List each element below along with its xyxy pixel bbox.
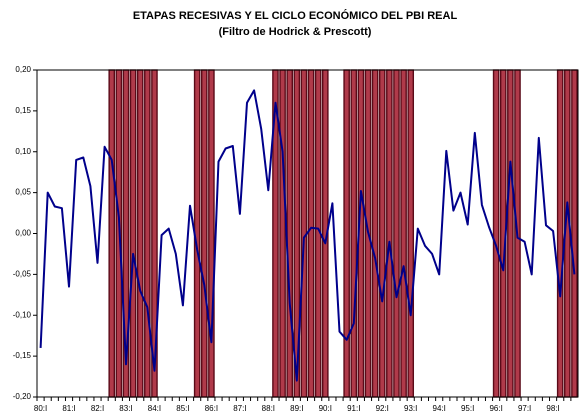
y-tick-label: 0,20 [15, 65, 31, 74]
x-tick-label: 95:I [461, 404, 474, 413]
x-tick-label: 93:I [404, 404, 417, 413]
y-tick-label: 0,10 [15, 147, 31, 156]
y-tick-label: -0,20 [13, 392, 32, 401]
recession-bar [393, 69, 400, 398]
chart-subtitle: (Filtro de Hodrick & Prescott) [219, 26, 372, 38]
recession-bar [507, 69, 514, 398]
recession-bar [492, 69, 500, 398]
x-tick-label: 92:I [376, 404, 389, 413]
recession-bar [279, 69, 286, 398]
x-tick-label: 88:I [262, 404, 275, 413]
recession-bar [307, 69, 315, 398]
x-tick-label: 85:I [176, 404, 189, 413]
recession-bar [400, 69, 407, 398]
x-tick-label: 98:I [546, 404, 559, 413]
y-tick-label: 0,05 [15, 188, 31, 197]
x-tick-label: 84:I [148, 404, 161, 413]
recession-bar [350, 69, 358, 398]
recession-bar [144, 69, 151, 398]
x-tick-label: 90:I [319, 404, 332, 413]
recession-bar [108, 69, 116, 398]
x-tick-label: 80:I [34, 404, 47, 413]
y-tick-label: 0,00 [15, 229, 31, 238]
x-tick-label: 82:I [91, 404, 104, 413]
y-tick-label: -0,05 [13, 269, 32, 278]
recession-bar [378, 69, 386, 398]
recession-bar [556, 69, 564, 398]
x-tick-label: 81:I [62, 404, 75, 413]
y-tick-label: 0,15 [15, 106, 31, 115]
x-tick-label: 89:I [290, 404, 303, 413]
x-tick-label: 97:I [518, 404, 531, 413]
recession-bar [371, 69, 379, 398]
x-tick-label: 94:I [433, 404, 446, 413]
recession-bar [407, 69, 415, 398]
recession-bar [200, 69, 208, 398]
x-tick-label: 96:I [489, 404, 502, 413]
x-tick-label: 91:I [347, 404, 360, 413]
recession-bar [571, 69, 578, 398]
x-tick-label: 83:I [119, 404, 132, 413]
y-tick-label: -0,15 [13, 351, 32, 360]
data-line [39, 89, 576, 382]
recession-bar [343, 69, 350, 398]
y-tick-label: -0,10 [13, 310, 32, 319]
recession-bar [136, 69, 144, 398]
recession-bar [129, 69, 137, 398]
x-tick-label: 86:I [205, 404, 218, 413]
chart-title: ETAPAS RECESIVAS Y EL CICLO ECONÓMICO DE… [133, 9, 458, 22]
recession-bar [386, 69, 393, 398]
recession-bar [286, 69, 294, 398]
x-tick-label: 87:I [233, 404, 246, 413]
recession-bar [208, 69, 215, 398]
